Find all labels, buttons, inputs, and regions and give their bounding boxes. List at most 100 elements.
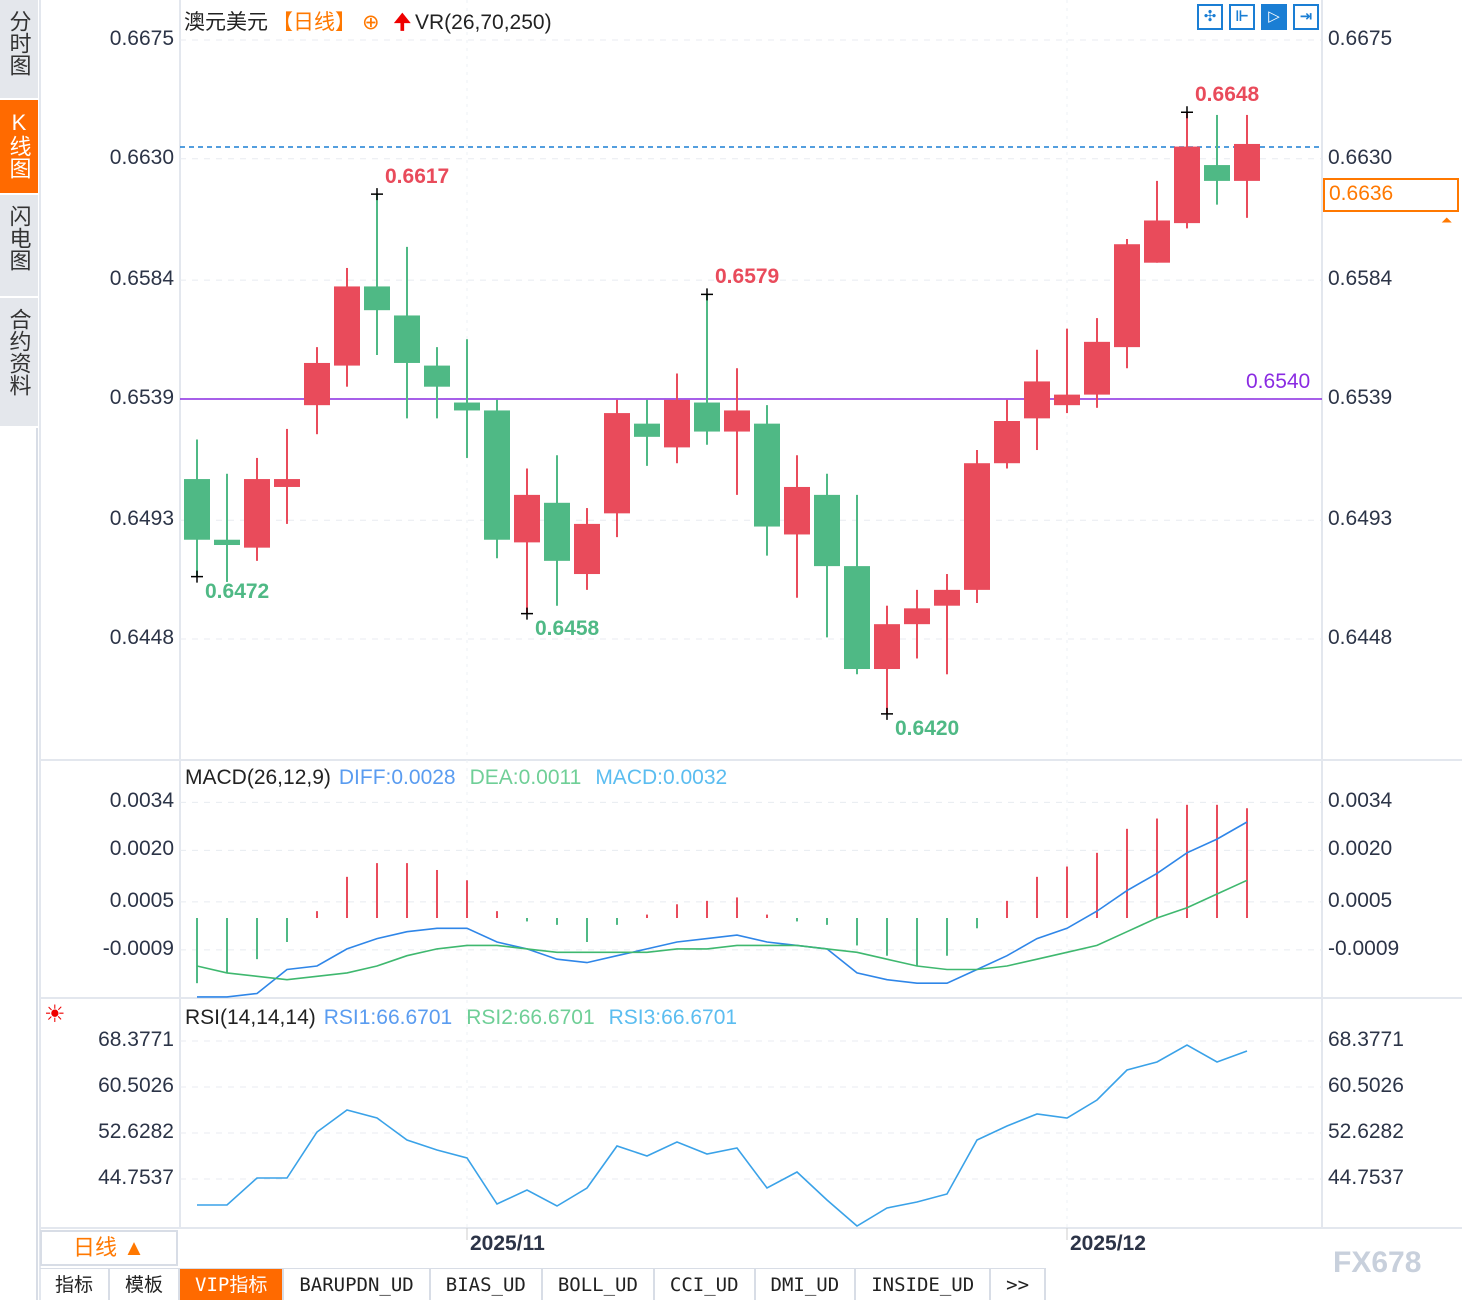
price-tick: 0.6539 [109,385,174,409]
candle-body [1174,146,1200,224]
candle [544,455,570,606]
low-label: 0.6472 [205,579,270,603]
circle-plus-icon[interactable]: ⊕ [362,11,380,34]
indicator-tab[interactable]: BIAS_UD [431,1269,543,1300]
candle [904,589,930,659]
indicator-tab[interactable]: BOLL_UD [543,1269,655,1300]
high-label: 0.6648 [1195,83,1260,107]
reference-line-label: 0.6540 [1246,370,1311,393]
extreme-marker [191,570,203,583]
price-tick: 0.6539 [1328,385,1393,409]
sidebar-tab-timeshare[interactable]: 分时图 [0,0,38,100]
indicator-tab[interactable]: 模板 [110,1269,181,1300]
candle-body [1144,220,1170,263]
price-tick: 0.6675 [109,27,174,51]
price-tick: 0.6493 [1328,507,1393,531]
candle-body [814,494,840,567]
candle [604,399,630,538]
double-up-arrow-icon[interactable]: ⏶ [1441,212,1453,228]
candle-body [664,399,690,448]
watermark: FX678 [1333,1246,1422,1279]
date-axis-label: 2025/11 [470,1232,545,1255]
macd-tick: 0.0005 [1328,888,1393,912]
indicator-tab[interactable]: INSIDE_UD [856,1269,992,1300]
rsi2-legend: RSI2:66.6701 [466,1006,595,1029]
price-tick: 0.6493 [109,507,174,531]
candle-body [604,413,630,514]
candle-body [724,410,750,432]
rsi-tick: 60.5026 [98,1074,174,1097]
candle [964,450,990,604]
candle [844,494,870,675]
candle [574,508,600,590]
indicator-tab[interactable]: BARUPDN_UD [284,1269,431,1300]
candle-body [1114,244,1140,348]
rsi1-legend: RSI1:66.6701 [323,1006,453,1029]
candle-body [1234,143,1260,181]
rsi-series [197,1044,1248,1227]
candle-body [574,523,600,575]
candle-body [244,479,270,548]
date-axis-label: 2025/12 [1070,1232,1146,1255]
high-label: 0.6617 [385,165,450,189]
sun-settings-icon[interactable]: ☀ [44,1001,66,1028]
candle [274,428,300,524]
rsi-tick: 44.7537 [98,1166,174,1189]
sidebar-tab-kline[interactable]: K线图 [0,100,38,195]
range-measure-icon[interactable]: ⊩ [1229,4,1255,30]
macd-tick: -0.0009 [1328,936,1400,960]
candle [724,368,750,495]
candle [1204,114,1230,205]
crosshair-icon[interactable]: ✣ [1197,4,1223,30]
extreme-marker [521,607,533,620]
indicator-tab[interactable]: CCI_UD [655,1269,756,1300]
indicator-tabs: 指标 模板 VIP指标 BARUPDN_UD BIAS_UD BOLL_UD CCI_UD D… [40,1268,1047,1300]
candle [304,347,330,435]
candle-body [364,286,390,311]
candle [754,405,780,556]
indicator-tab[interactable]: >> [991,1269,1047,1300]
diff-line [197,821,1248,998]
period-label[interactable]: 【日线】 [272,11,356,34]
indicator-tab[interactable]: 指标 [40,1269,111,1300]
macd-tick: -0.0009 [102,936,174,960]
candle-body [544,502,570,561]
high-label: 0.6579 [715,265,780,289]
candle [184,439,210,577]
extreme-marker [1181,106,1193,119]
candle-body [394,315,420,363]
candle [814,473,840,638]
price-tick: 0.6675 [1328,27,1393,51]
sidebar-tab-contract-info[interactable]: 合约资料 [0,298,38,428]
candle [214,473,240,582]
candle [244,457,270,561]
rsi-title: RSI(14,14,14) [185,1006,316,1029]
candle [514,468,540,614]
rsi-tick: 68.3771 [1328,1028,1404,1051]
macd-title: MACD(26,12,9) [185,766,331,789]
indicator-label[interactable]: VR(26,70,250) [415,11,552,34]
sidebar-tab-flash[interactable]: 闪电图 [0,195,38,298]
jump-to-latest-icon[interactable]: ⇥ [1293,4,1319,30]
price-tick: 0.6448 [109,626,174,649]
rsi-line [197,1044,1248,1227]
candle [424,347,450,419]
candle-body [424,365,450,387]
price-tick: 0.6448 [1328,626,1393,649]
indicator-tab[interactable]: DMI_UD [756,1269,857,1300]
sidebar: 分时图 K线图 闪电图 合约资料 [0,0,38,1300]
candle-body [514,494,540,543]
rsi3-legend: RSI3:66.6701 [608,1006,738,1029]
period-selector[interactable]: 日线 ▲ [40,1230,178,1266]
candle-body [994,421,1020,464]
candle [1144,180,1170,263]
indicator-tab[interactable]: VIP指标 [180,1269,285,1300]
candle [694,294,720,445]
candle [1234,114,1260,218]
macd-tick: 0.0034 [1328,789,1393,813]
candle [394,246,420,419]
play-range-icon[interactable]: ▷ [1261,4,1287,30]
symbol-name: 澳元美元 [184,11,268,34]
macd-legend: MACD:0.0032 [595,766,728,789]
